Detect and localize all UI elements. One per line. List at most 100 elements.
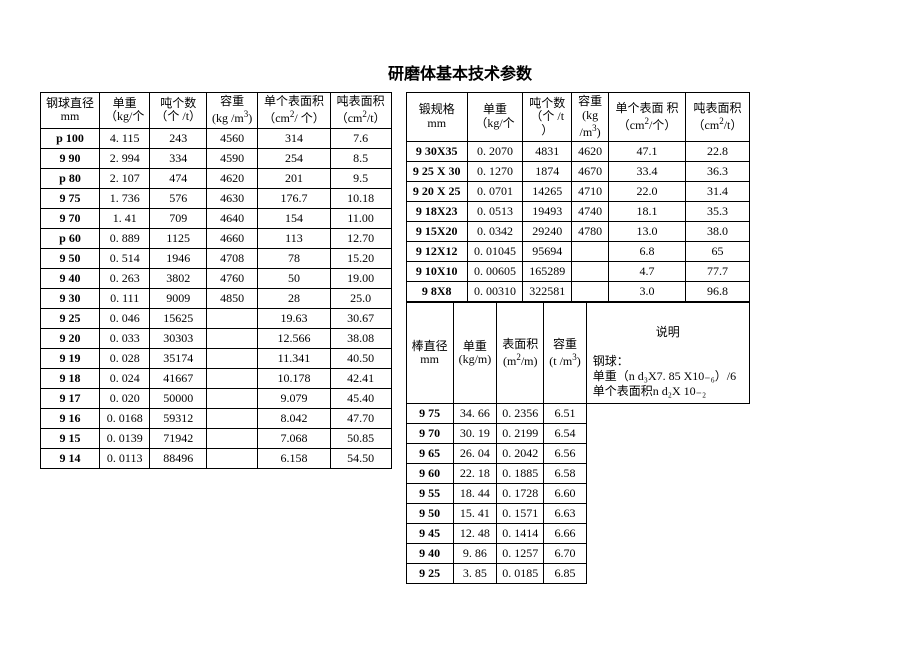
- note-title: 说明: [593, 325, 743, 340]
- cell: 6.56: [544, 444, 587, 464]
- cell: 9 12X12: [406, 242, 467, 262]
- cell: 9.5: [330, 168, 391, 188]
- table-row: 9 250. 0461562519.6330.67: [41, 308, 392, 328]
- cell: 54.50: [330, 448, 391, 468]
- cell: [572, 282, 609, 302]
- cell: 14265: [523, 182, 572, 202]
- cell: 9 70: [41, 208, 100, 228]
- cell: 176.7: [258, 188, 331, 208]
- right-stack: 锻规格mm 单重（kg/个 吨个数（个 /t） 容重(kg/m3) 单个表面 积…: [406, 92, 750, 584]
- cell: 15625: [150, 308, 207, 328]
- table-row: 9 500. 514194647087815.20: [41, 248, 392, 268]
- cell: [207, 348, 258, 368]
- cell: 40.50: [330, 348, 391, 368]
- cell: 9 25 X 30: [406, 162, 467, 182]
- cell: 9 45: [406, 524, 453, 544]
- note-cell: 说明 钢球： 单重（n d₃X7. 85 X10₋₆）/6 单个表面积n d₂X…: [586, 303, 749, 404]
- cell: 78: [258, 248, 331, 268]
- cell: 9 50: [41, 248, 100, 268]
- cell: 0. 024: [100, 368, 150, 388]
- cell: 95694: [523, 242, 572, 262]
- col-unit-weight: 单重（kg/个: [467, 93, 522, 142]
- cell: 0. 0701: [467, 182, 522, 202]
- cell: 6.54: [544, 424, 587, 444]
- cell: 30. 19: [453, 424, 497, 444]
- cell: 0. 2070: [467, 142, 522, 162]
- cell: 3802: [150, 268, 207, 288]
- cell: 0. 046: [100, 308, 150, 328]
- cell: 28: [258, 288, 331, 308]
- cell: 15. 41: [453, 504, 497, 524]
- cell: 0. 00605: [467, 262, 522, 282]
- cell: 9009: [150, 288, 207, 308]
- cell: 6.70: [544, 544, 587, 564]
- cell: 9 40: [406, 544, 453, 564]
- cell: 0. 0139: [100, 428, 150, 448]
- cell: 19.63: [258, 308, 331, 328]
- table-row: 9 170. 020500009.07945.40: [41, 388, 392, 408]
- cell: 9 55: [406, 484, 453, 504]
- cell: 45.40: [330, 388, 391, 408]
- cell: 9 16: [41, 408, 100, 428]
- cell: 42.41: [330, 368, 391, 388]
- cell: 0. 0113: [100, 448, 150, 468]
- table-row: 9 160. 0168593128.04247.70: [41, 408, 392, 428]
- table-row: 9 7030. 190. 21996.54: [406, 424, 749, 444]
- cell: 9 18X23: [406, 202, 467, 222]
- col-surface-area: 单个表面积（cm2/ 个）: [258, 93, 331, 129]
- cell: 0. 2356: [497, 404, 544, 424]
- cell: 88496: [150, 448, 207, 468]
- left-table-header: 钢球直径mm 单重（kg/个 吨个数（个 /t） 容重(kg /m3) 单个表面…: [41, 93, 392, 129]
- cell: 0. 2042: [497, 444, 544, 464]
- cell: 8.5: [330, 148, 391, 168]
- cell: 36.3: [686, 162, 750, 182]
- cell: [572, 242, 609, 262]
- cell: 1946: [150, 248, 207, 268]
- cell: 4850: [207, 288, 258, 308]
- cell: p 100: [41, 128, 100, 148]
- col-count-per-ton: 吨个数（个 /t）: [150, 93, 207, 129]
- cell: 0. 0168: [100, 408, 150, 428]
- cell: 1. 41: [100, 208, 150, 228]
- col-rod-diameter: 棒直径mm: [406, 303, 453, 404]
- cell: 7.6: [330, 128, 391, 148]
- cell: 9 18: [41, 368, 100, 388]
- col-surface-area: 表面积(m2/m): [497, 303, 544, 404]
- cell: [207, 448, 258, 468]
- cell: 113: [258, 228, 331, 248]
- cell: 0. 1885: [497, 464, 544, 484]
- cell: 0. 1571: [497, 504, 544, 524]
- table-row: 9 140. 0113884966.15854.50: [41, 448, 392, 468]
- cell: 1874: [523, 162, 572, 182]
- cell: p 80: [41, 168, 100, 188]
- cell: 6.66: [544, 524, 587, 544]
- table-row: 9 6022. 180. 18856.58: [406, 464, 749, 484]
- cell: 26. 04: [453, 444, 497, 464]
- cell: 96.8: [686, 282, 750, 302]
- table-row: 9 180. 0244166710.17842.41: [41, 368, 392, 388]
- cell: 0. 1270: [467, 162, 522, 182]
- cell: 10.178: [258, 368, 331, 388]
- cell: 4740: [572, 202, 609, 222]
- cell: 4560: [207, 128, 258, 148]
- table-row: 9 409. 860. 12576.70: [406, 544, 749, 564]
- cell: 22.0: [608, 182, 685, 202]
- cell: 47.70: [330, 408, 391, 428]
- cell: 0. 0185: [497, 564, 544, 584]
- cell: 9 15X20: [406, 222, 467, 242]
- cell: 0. 028: [100, 348, 150, 368]
- cell: [207, 428, 258, 448]
- cell: 0. 1414: [497, 524, 544, 544]
- cell: 19.00: [330, 268, 391, 288]
- table-row: 9 400. 263380247605019.00: [41, 268, 392, 288]
- cell: 34. 66: [453, 404, 497, 424]
- cell: 576: [150, 188, 207, 208]
- table-row: 9 150. 0139719427.06850.85: [41, 428, 392, 448]
- cell: 0. 514: [100, 248, 150, 268]
- col-forge-spec: 锻规格mm: [406, 93, 467, 142]
- cell: 9 20 X 25: [406, 182, 467, 202]
- cell: 4. 115: [100, 128, 150, 148]
- cell: 0. 033: [100, 328, 150, 348]
- col-unit-weight: 单重（kg/个: [100, 93, 150, 129]
- cell: 4660: [207, 228, 258, 248]
